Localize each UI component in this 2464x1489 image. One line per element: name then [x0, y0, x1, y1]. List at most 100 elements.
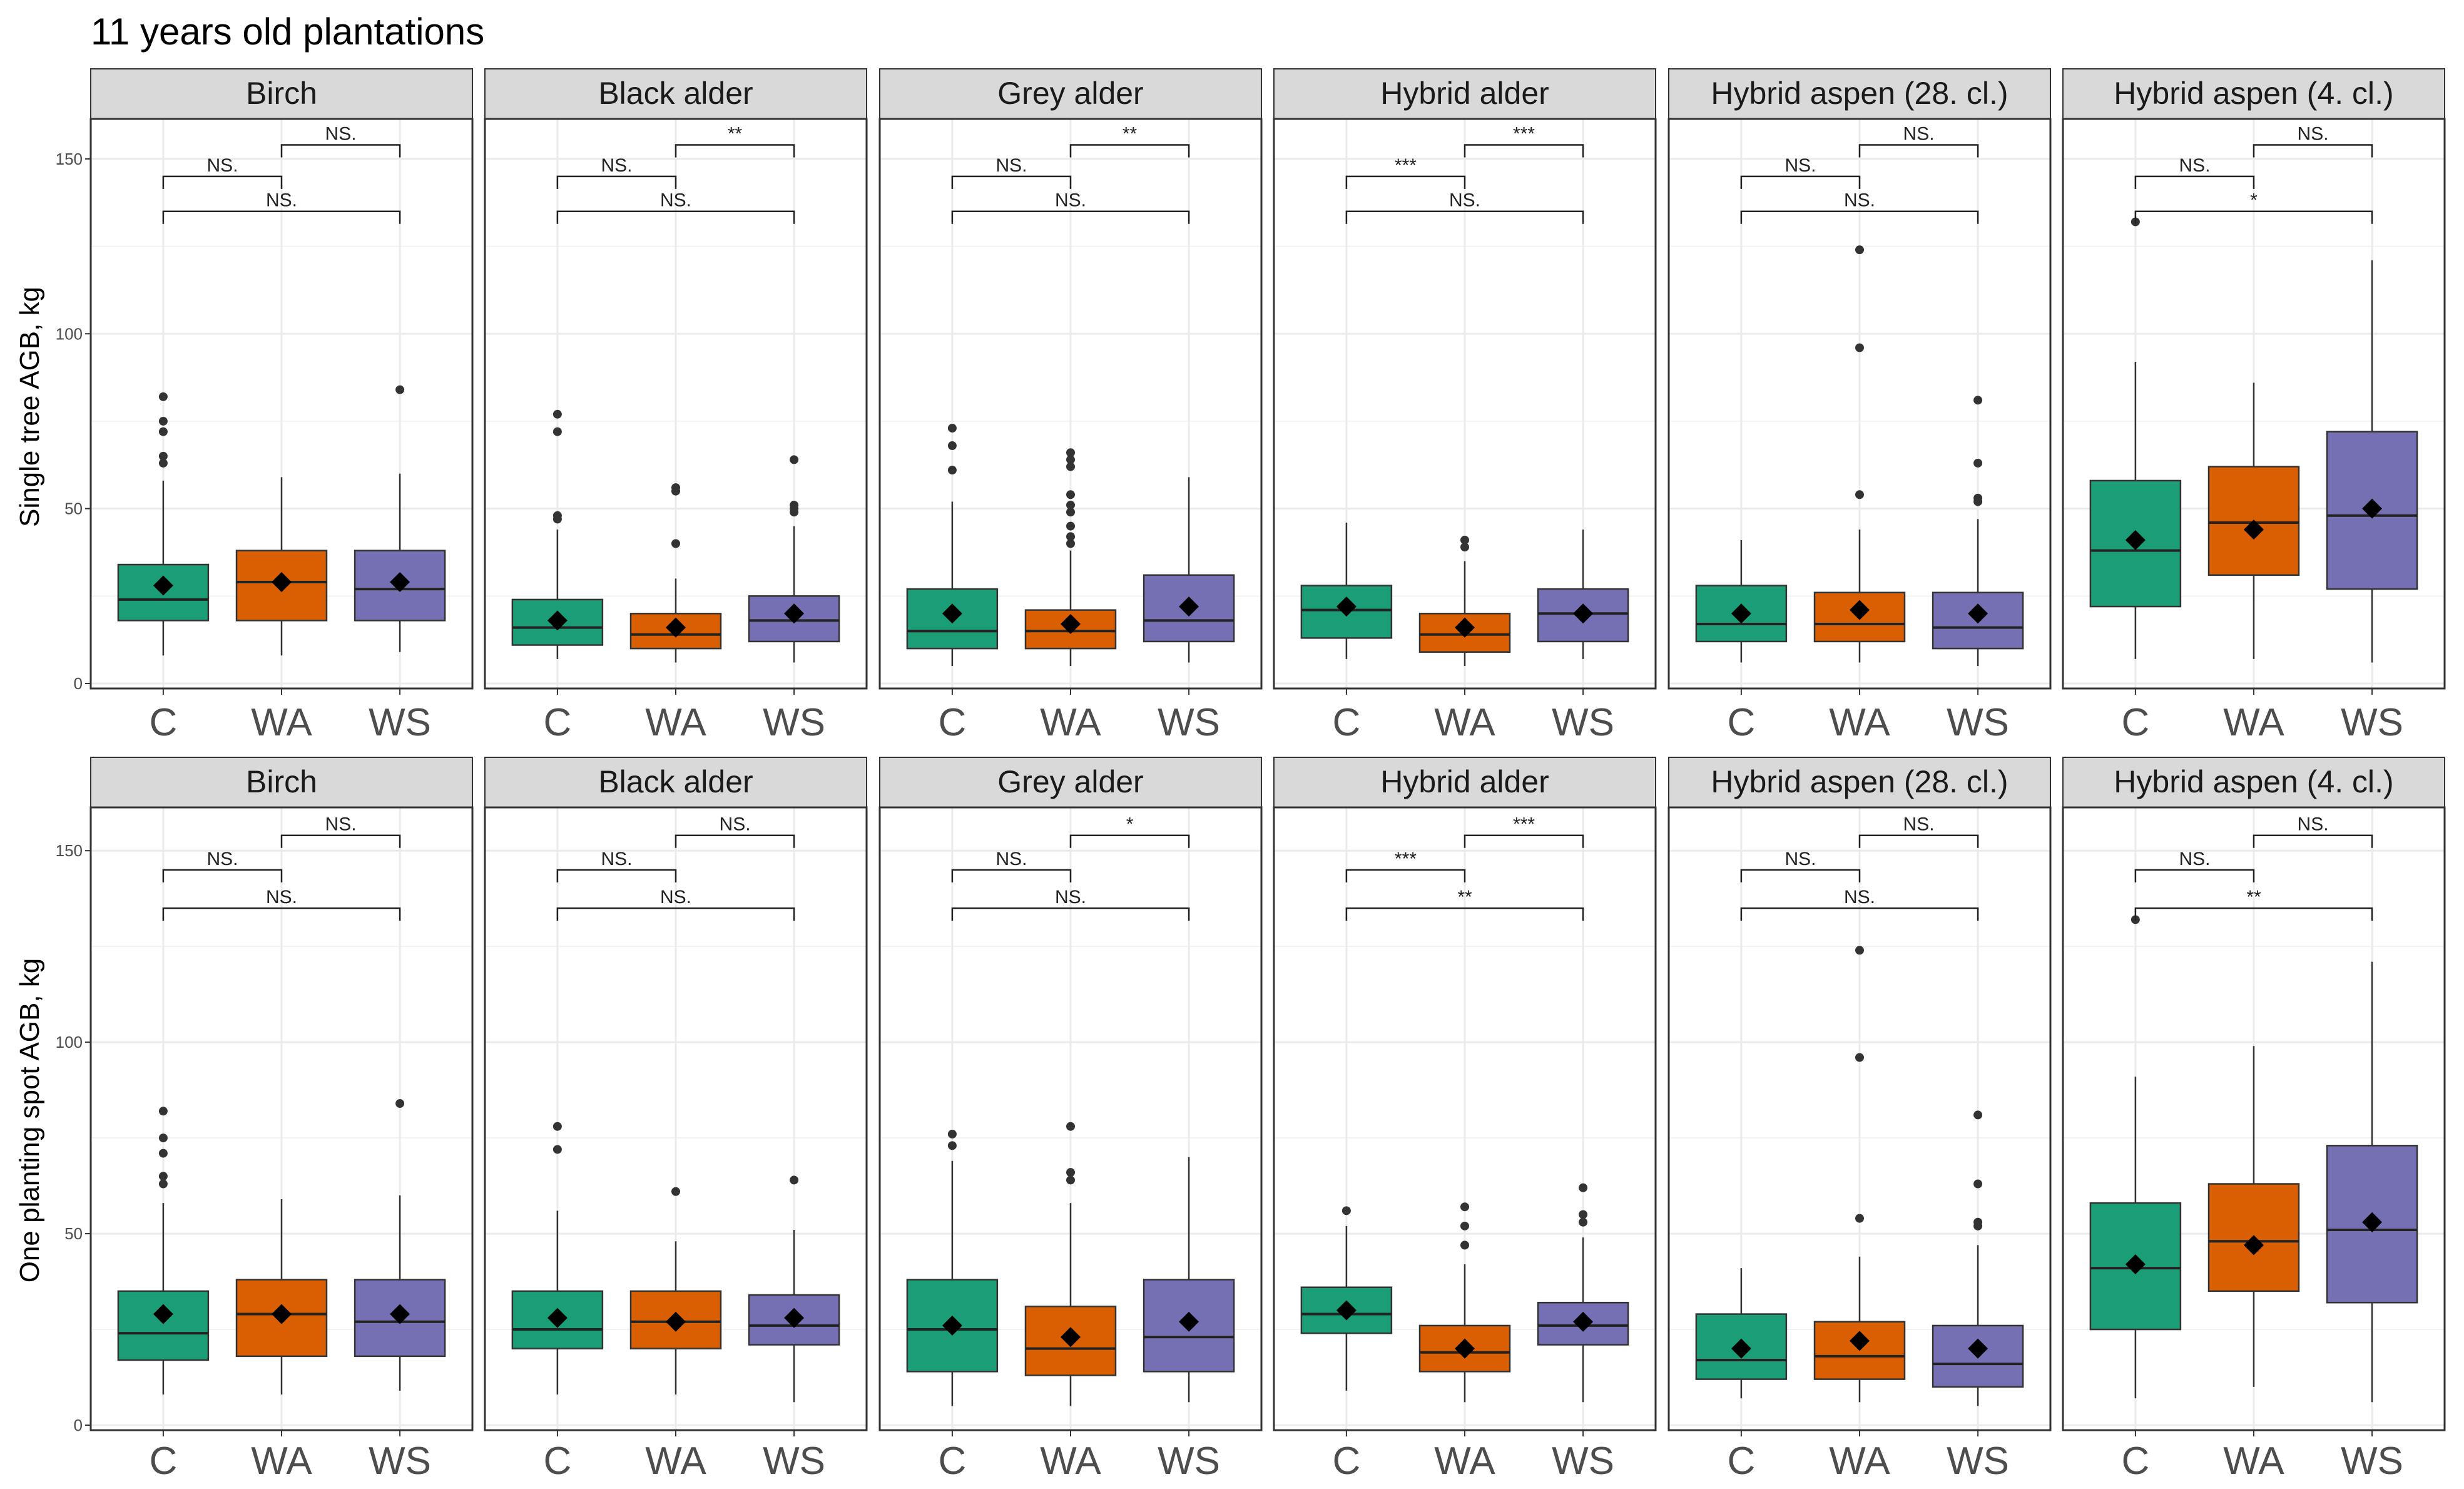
significance-bracket — [1345, 175, 1466, 189]
outlier-point — [552, 511, 562, 520]
significance-label: NS. — [266, 190, 297, 211]
significance-label: ** — [2246, 887, 2261, 908]
significance-bracket — [556, 869, 677, 883]
mean-diamond — [1968, 1338, 1988, 1359]
mean-diamond — [272, 571, 292, 592]
facet-panel: Hybrid alder********C WA WS — [1273, 757, 1657, 1483]
significance-bracket — [1740, 869, 1861, 883]
significance-bracket — [1069, 144, 1190, 158]
outlier-point — [1066, 508, 1075, 517]
facet-strip-label: Hybrid alder — [1380, 764, 1549, 799]
significance-label: NS. — [601, 155, 632, 176]
box-WS — [1143, 477, 1235, 663]
facet-panel: Hybrid aspen (4. cl.) NS. NS. * C WA WS — [2062, 68, 2446, 744]
mean-diamond — [1061, 1327, 1081, 1348]
x-tick-label: WS — [369, 701, 431, 744]
mean-diamond — [1573, 603, 1594, 624]
box-WA — [235, 1199, 328, 1395]
x-tick-label: C — [1728, 701, 1756, 744]
significance-label: ** — [1123, 124, 1138, 145]
significance-bracket — [556, 175, 677, 189]
mean-diamond — [1968, 603, 1988, 624]
outlier-point — [1855, 1053, 1864, 1062]
significance-bracket — [1740, 907, 1979, 921]
outlier-point — [1973, 1179, 1983, 1189]
box-WA — [629, 483, 722, 663]
mean-diamond — [2244, 519, 2264, 540]
facet-panel: Hybrid alder *** *** NS. C WA WS — [1273, 68, 1657, 744]
significance-bracket — [1345, 210, 1584, 224]
outlier-point — [1579, 1217, 1588, 1227]
outlier-point — [1066, 448, 1075, 458]
significance-bracket — [1858, 144, 1979, 158]
significance-label: * — [2250, 190, 2258, 211]
box-C — [1300, 1206, 1393, 1391]
box-WA — [1813, 946, 1906, 1403]
x-tick-label: WS — [369, 1440, 431, 1483]
significance-bracket — [951, 869, 1072, 883]
significance-bracket — [1069, 834, 1190, 848]
significance-label: *** — [1513, 814, 1535, 835]
box-WA — [1024, 1122, 1117, 1406]
box-C — [117, 1107, 210, 1395]
outlier-point — [1066, 521, 1075, 531]
facet-strip-label: Grey alder — [997, 76, 1143, 111]
significance-label: NS. — [1903, 814, 1935, 835]
x-tick-label: WS — [1947, 701, 2009, 744]
x-tick-label: WS — [2341, 701, 2403, 744]
box-C — [906, 424, 999, 667]
outlier-point — [1973, 396, 1983, 405]
outlier-point — [671, 539, 680, 548]
outlier-point — [1460, 1221, 1469, 1231]
mean-diamond — [942, 1315, 962, 1336]
facet-strip — [484, 68, 867, 120]
facet-panel: Hybrid aspen (28. cl.) NS. NS. NS. C WA WS — [1667, 757, 2052, 1483]
significance-bracket — [162, 907, 401, 921]
significance-label: NS. — [1903, 124, 1935, 145]
outlier-point — [1066, 455, 1075, 464]
outlier-point — [158, 1179, 168, 1189]
mean-diamond — [1455, 617, 1475, 638]
y-tick-label: 50 — [64, 1224, 83, 1243]
facet-strip — [484, 757, 867, 808]
mean-diamond — [666, 1311, 686, 1332]
outlier-point — [1973, 458, 1983, 468]
outlier-point — [1460, 1202, 1469, 1212]
significance-label: ** — [728, 124, 743, 145]
box-C — [906, 1129, 999, 1406]
outlier-point — [158, 451, 168, 461]
mean-diamond — [2362, 498, 2383, 519]
x-tick-label: WA — [1434, 701, 1495, 744]
mean-diamond — [1573, 1311, 1594, 1332]
figure-title: 11 years old plantations — [91, 11, 485, 53]
outlier-point — [552, 1122, 562, 1131]
box-WS — [748, 455, 840, 663]
significance-label: *** — [1395, 155, 1417, 176]
y-axis-label: Single tree AGB, kg — [14, 287, 45, 527]
significance-label: NS. — [206, 849, 238, 869]
outlier-point — [1066, 532, 1075, 541]
significance-bracket — [556, 907, 795, 921]
box-WS — [1932, 396, 2024, 667]
x-tick-label: WA — [251, 701, 312, 744]
mean-diamond — [1850, 600, 1870, 620]
facet-strip — [2062, 68, 2445, 120]
x-tick-label: WA — [1829, 1440, 1890, 1483]
significance-bracket — [2134, 175, 2255, 189]
box-C — [1695, 1268, 1788, 1399]
facet-strip — [879, 68, 1262, 120]
facet-strip-label: Hybrid alder — [1380, 76, 1549, 111]
significance-bracket — [2134, 210, 2373, 224]
box-WA — [629, 1187, 722, 1395]
significance-label: NS. — [1449, 190, 1480, 211]
outlier-point — [1066, 1122, 1075, 1131]
outlier-point — [158, 1107, 168, 1116]
outlier-point — [1855, 946, 1864, 955]
significance-bracket — [1740, 175, 1861, 189]
outlier-point — [947, 1129, 957, 1138]
x-tick-label: WA — [251, 1440, 312, 1483]
significance-label: NS. — [720, 814, 751, 835]
significance-label: NS. — [206, 155, 238, 176]
facet-strip — [90, 68, 473, 120]
